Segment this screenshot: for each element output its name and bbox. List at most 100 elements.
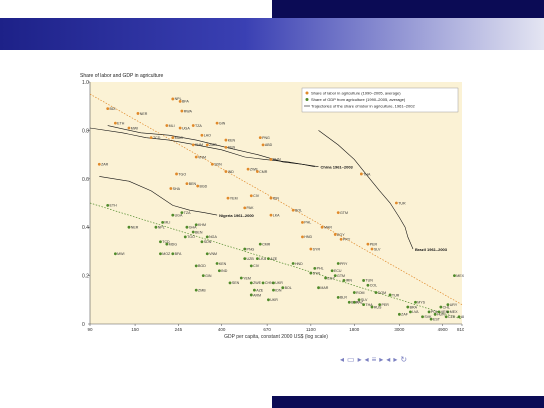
data-point-labor	[301, 220, 304, 224]
data-point-gdp	[342, 279, 346, 282]
point-label: ROM	[356, 291, 364, 295]
point-label: BEN	[195, 230, 203, 234]
legend-label: Share of GDP from agriculture (1990–2005…	[311, 97, 406, 102]
x-tick-label: 150	[131, 327, 139, 332]
nav-frame-right-icon[interactable]: ▸	[357, 355, 362, 364]
data-point-gdp	[313, 266, 317, 270]
point-label: TUN	[365, 279, 373, 283]
point-label: SYR	[313, 271, 321, 275]
point-label: GHA	[189, 226, 197, 230]
point-label: SHA	[173, 187, 181, 191]
point-label: PER	[370, 242, 378, 246]
data-point-labor	[191, 143, 195, 147]
data-point-labor	[113, 121, 117, 125]
y-tick-label: 1.0	[82, 80, 89, 86]
data-point-gdp	[205, 235, 209, 239]
point-label: LKA	[273, 213, 280, 217]
point-label: KAZ	[356, 301, 364, 305]
data-point-gdp	[249, 264, 253, 268]
data-point-gdp	[183, 235, 187, 239]
data-point-gdp	[457, 315, 461, 319]
plot-area	[90, 82, 462, 324]
nav-subsection-right-icon[interactable]: ▸	[393, 355, 398, 364]
point-label: POL	[431, 310, 438, 314]
point-label: KEN	[219, 262, 227, 266]
point-label: ABD	[265, 143, 273, 147]
data-point-labor	[258, 136, 262, 140]
beamer-navigation[interactable]: ◂ ▭ ▸ ◂ ≡ ▸ ◂ ▸ ↻	[340, 354, 407, 366]
x-tick-label: 1800	[349, 327, 360, 332]
data-point-labor	[178, 99, 182, 103]
point-label: GTM	[337, 274, 345, 278]
data-point-gdp	[352, 291, 356, 294]
data-point-gdp	[317, 286, 320, 290]
point-label: BEN	[189, 182, 197, 186]
data-point-gdp	[249, 281, 253, 285]
point-label: AZE	[256, 288, 264, 292]
point-label: MDG	[175, 136, 184, 140]
point-label: BRA	[410, 305, 418, 309]
nav-search-icon[interactable]: ↻	[400, 355, 408, 364]
data-point-labor	[255, 170, 259, 173]
data-point-gdp	[291, 262, 295, 265]
x-tick-label: 3000	[394, 327, 405, 332]
chart-title: Share of labor and GDP in agriculture	[80, 73, 164, 79]
y-tick-label: 0	[82, 322, 85, 328]
nav-frame-icon[interactable]: ▭	[347, 355, 355, 364]
point-label: CMR	[259, 170, 268, 174]
point-label: EST	[433, 317, 441, 321]
point-label: IDN	[275, 288, 282, 292]
point-label: MEX	[450, 310, 458, 314]
point-label: BOL	[285, 286, 292, 290]
fit-line-gdp	[89, 202, 463, 320]
x-tick-label: 400	[218, 327, 226, 332]
data-point-gdp	[113, 252, 117, 256]
nav-frame-left-icon[interactable]: ◂	[340, 355, 345, 364]
data-point-labor	[191, 124, 195, 127]
trajectory-label: Brazil 1961–2003	[415, 247, 448, 252]
point-label: LKA	[259, 257, 266, 261]
point-label: UZB	[247, 257, 255, 261]
data-point-gdp	[154, 225, 158, 229]
point-label: LVA	[412, 310, 419, 314]
point-label: ZAF	[401, 313, 409, 317]
point-label: IRN	[346, 279, 353, 283]
point-label: TUR	[392, 293, 400, 297]
point-label: MOZ	[162, 252, 171, 256]
point-label: CHL	[443, 305, 450, 309]
point-label: TZA	[184, 211, 191, 215]
nav-section-icon[interactable]: ≡	[371, 355, 377, 364]
nav-section-left-icon[interactable]: ◂	[364, 355, 369, 364]
nav-section-right-icon[interactable]: ▸	[379, 355, 384, 364]
data-point-gdp	[366, 283, 370, 287]
data-point-labor	[210, 162, 214, 166]
point-label: CIV	[253, 194, 260, 198]
point-label: CHN	[273, 158, 281, 162]
point-label: KHM	[198, 223, 206, 227]
trajectory-line	[318, 130, 414, 250]
data-point-gdp	[258, 242, 262, 246]
data-point-gdp	[215, 262, 219, 265]
point-label: ECU	[334, 269, 342, 273]
point-label: UGA	[182, 126, 190, 130]
point-label: MYS	[417, 301, 425, 305]
point-label: SVK	[424, 315, 432, 319]
data-point-gdp	[261, 281, 265, 285]
data-point-gdp	[228, 281, 232, 285]
nav-subsection-left-icon[interactable]: ◂	[386, 355, 391, 364]
point-label: SEN	[232, 281, 240, 285]
point-label: GIN	[219, 121, 226, 125]
data-point-gdp	[194, 223, 198, 227]
point-label: YEM	[230, 196, 238, 200]
point-label: ARM	[253, 293, 261, 297]
data-point-gdp	[243, 257, 247, 261]
point-label: SDN	[214, 163, 222, 167]
y-tick-label: 0.4	[82, 225, 89, 231]
point-label: BFA	[182, 100, 189, 104]
point-label: RUS	[374, 305, 382, 309]
data-point-labor	[127, 126, 131, 130]
trajectory-label: China 1961–2003	[321, 165, 354, 170]
y-tick-label: 0.8	[82, 128, 89, 134]
x-axis-label: GDP per capita, constant 2000 US$ (log s…	[224, 334, 328, 340]
data-point-labor	[269, 213, 273, 217]
